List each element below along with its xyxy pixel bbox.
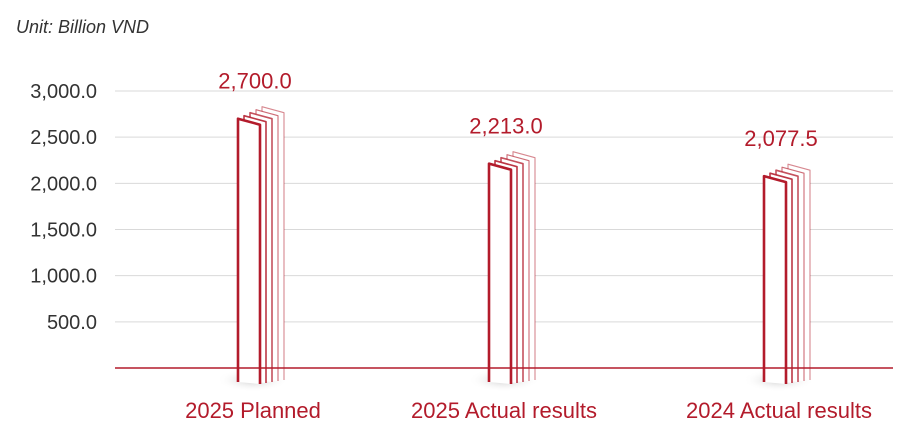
y-tick-label: 2,500.0 (30, 127, 97, 149)
unit-label: Unit: Billion VND (16, 17, 149, 37)
bar (762, 163, 811, 384)
y-tick-label: 1,500.0 (30, 220, 97, 242)
x-category-label: 2025 Planned (185, 398, 321, 421)
bar (487, 151, 536, 384)
bar-value-label: 2,700.0 (218, 69, 291, 94)
bar (236, 106, 285, 384)
bar-value-label: 2,077.5 (744, 126, 817, 151)
x-category-label: 2025 Actual results (411, 398, 597, 421)
y-tick-label: 500.0 (47, 312, 97, 334)
y-tick-label: 2,000.0 (30, 173, 97, 195)
y-tick-label: 1,000.0 (30, 266, 97, 288)
bar-value-label: 2,213.0 (469, 114, 542, 139)
x-category-label: 2024 Actual results (686, 398, 872, 421)
y-tick-label: 3,000.0 (30, 81, 97, 103)
